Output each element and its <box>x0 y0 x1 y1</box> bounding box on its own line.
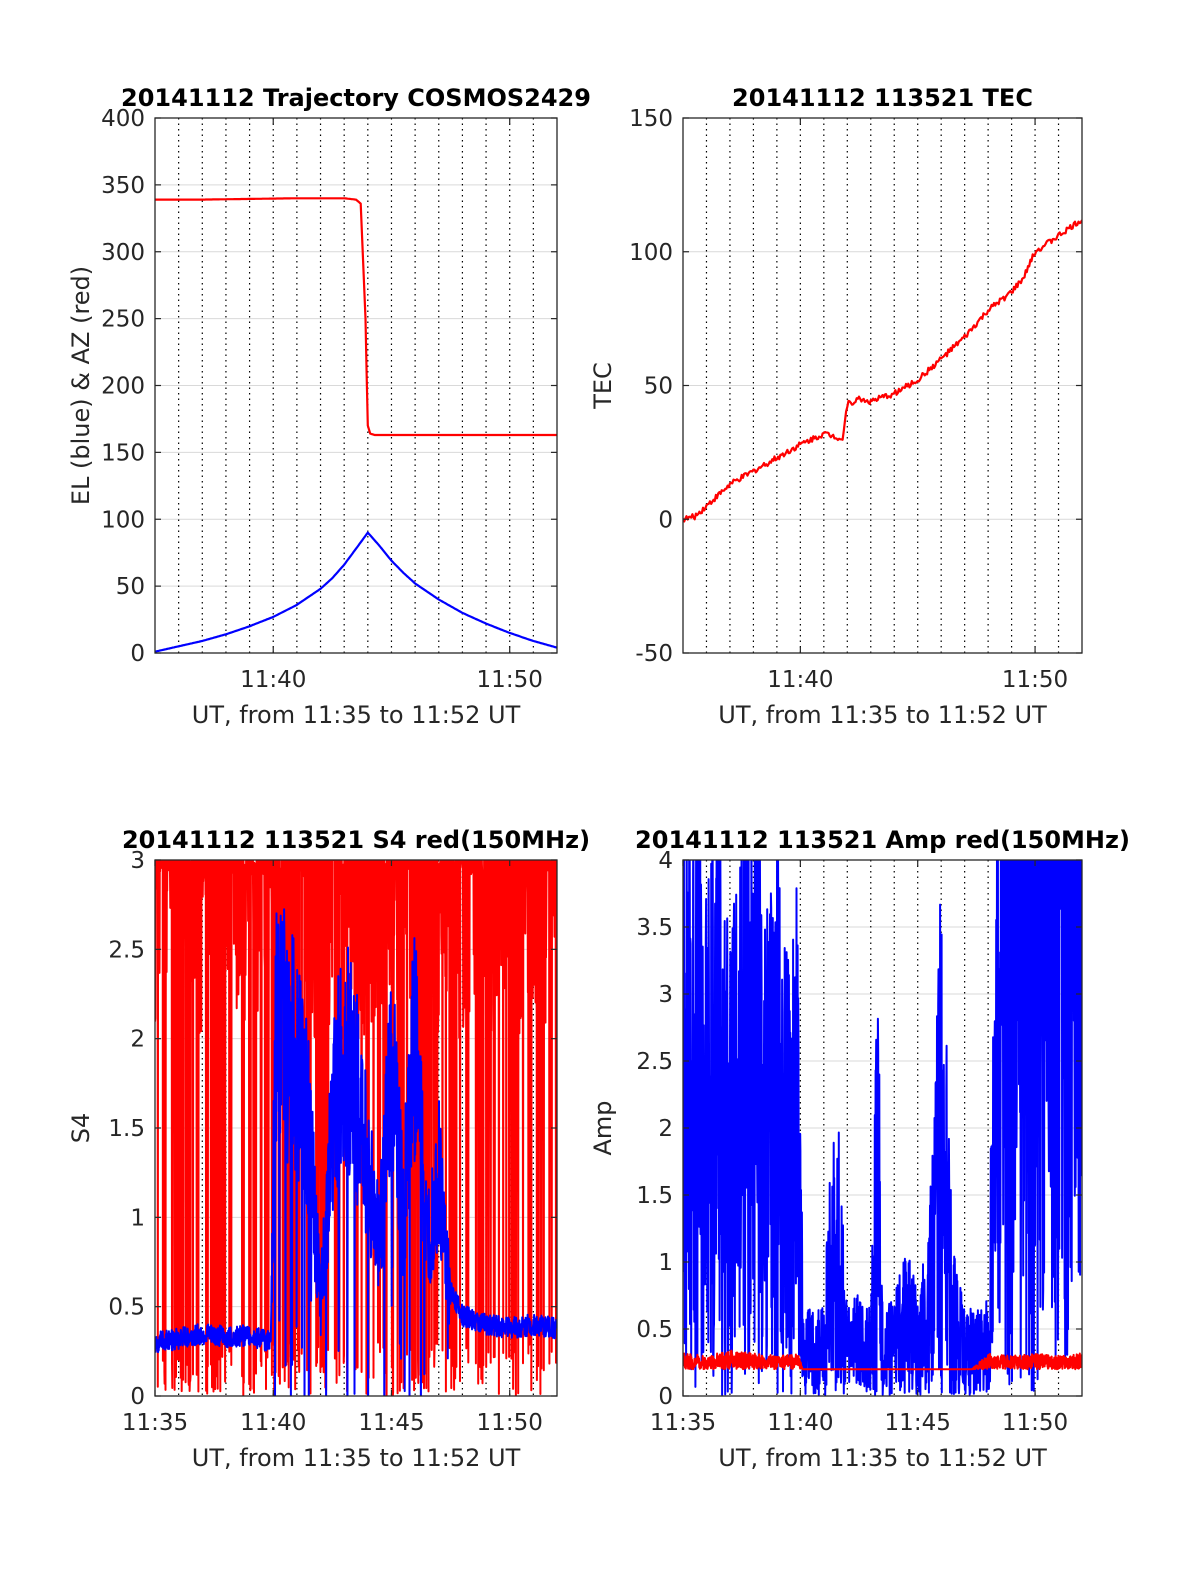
series-line-1 <box>683 860 1082 1396</box>
chart-title: 20141112 113521 S4 red(150MHz) <box>122 826 590 854</box>
y-tick-label: 350 <box>101 173 145 199</box>
y-tick-label: 400 <box>101 106 145 132</box>
x-axis-label: UT, from 11:35 to 11:52 UT <box>718 1444 1047 1472</box>
chart-title: 20141112 113521 TEC <box>732 84 1033 112</box>
x-tick-label: 11:50 <box>1002 1410 1068 1436</box>
y-tick-label: 0.5 <box>636 1317 673 1343</box>
y-tick-label: 0.5 <box>108 1295 145 1321</box>
series-line-2 <box>155 908 557 1396</box>
x-tick-label: 11:35 <box>122 1410 188 1436</box>
x-tick-label: 11:50 <box>1002 667 1068 693</box>
y-tick-label: 0 <box>130 1384 145 1410</box>
x-tick-label: 11:40 <box>767 1410 833 1436</box>
chart-title: 20141112 Trajectory COSMOS2429 <box>121 84 591 112</box>
y-tick-label: 50 <box>644 374 673 400</box>
y-tick-label: 1.5 <box>636 1183 673 1209</box>
y-tick-label: 2 <box>658 1116 673 1142</box>
series-line-2 <box>155 531 557 653</box>
y-tick-label: 2.5 <box>108 937 145 963</box>
y-tick-label: 200 <box>101 374 145 400</box>
x-tick-label: 11:45 <box>358 1410 424 1436</box>
x-axis-label: UT, from 11:35 to 11:52 UT <box>192 701 521 729</box>
y-tick-label: 100 <box>629 240 673 266</box>
chart-2: -50 0 50 100 150 11:40 11:50 20141112 113521 TE… <box>589 84 1083 729</box>
y-axis-label: EL (blue) & AZ (red) <box>67 266 95 505</box>
chart-1: 0 50 100 150 200 250 300 350 400 11:40 11:50 201411… <box>67 84 591 729</box>
y-tick-label: 3 <box>658 982 673 1008</box>
x-tick-label: 11:40 <box>240 1410 306 1436</box>
y-tick-label: 0 <box>658 507 673 533</box>
y-axis-label: S4 <box>67 1113 95 1144</box>
x-tick-label: 11:50 <box>477 1410 543 1436</box>
y-tick-label: 1.5 <box>108 1116 145 1142</box>
y-tick-label: 150 <box>629 106 673 132</box>
x-tick-label: 11:50 <box>477 667 543 693</box>
y-tick-label: 2.5 <box>636 1049 673 1075</box>
x-axis-label: UT, from 11:35 to 11:52 UT <box>192 1444 521 1472</box>
y-tick-label: 1 <box>658 1250 673 1276</box>
x-tick-label: 11:40 <box>240 667 306 693</box>
series-line-2 <box>683 1349 1082 1371</box>
y-tick-label: 4 <box>658 848 673 874</box>
y-tick-label: 2 <box>130 1027 145 1053</box>
y-tick-label: 50 <box>116 574 145 600</box>
y-tick-label: 300 <box>101 240 145 266</box>
y-tick-label: 1 <box>130 1205 145 1231</box>
y-tick-label: 150 <box>101 440 145 466</box>
y-axis-label: Amp <box>589 1100 617 1155</box>
x-tick-label: 11:45 <box>885 1410 951 1436</box>
y-tick-label: 250 <box>101 307 145 333</box>
series-line-1 <box>155 197 557 437</box>
y-tick-label: 0 <box>658 1384 673 1410</box>
y-tick-label: 3 <box>130 848 145 874</box>
y-tick-label: 3.5 <box>636 915 673 941</box>
series-line-1 <box>683 219 1082 523</box>
chart-4: 0 0.5 1 1.5 2 2.5 3 3.5 4 11:35 11:40 11:45 11:50 201… <box>589 826 1130 1472</box>
y-tick-label: 100 <box>101 507 145 533</box>
chart-3: 0 0.5 1 1.5 2 2.5 3 11:35 11:40 11:45 11:50 2014111… <box>67 826 590 1472</box>
x-tick-label: 11:35 <box>650 1410 716 1436</box>
chart-title: 20141112 113521 Amp red(150MHz) <box>635 826 1130 854</box>
y-axis-label: TEC <box>589 362 617 410</box>
x-axis-label: UT, from 11:35 to 11:52 UT <box>718 701 1047 729</box>
x-tick-label: 11:40 <box>767 667 833 693</box>
y-tick-label: 0 <box>130 641 145 667</box>
y-tick-label: -50 <box>635 641 673 667</box>
